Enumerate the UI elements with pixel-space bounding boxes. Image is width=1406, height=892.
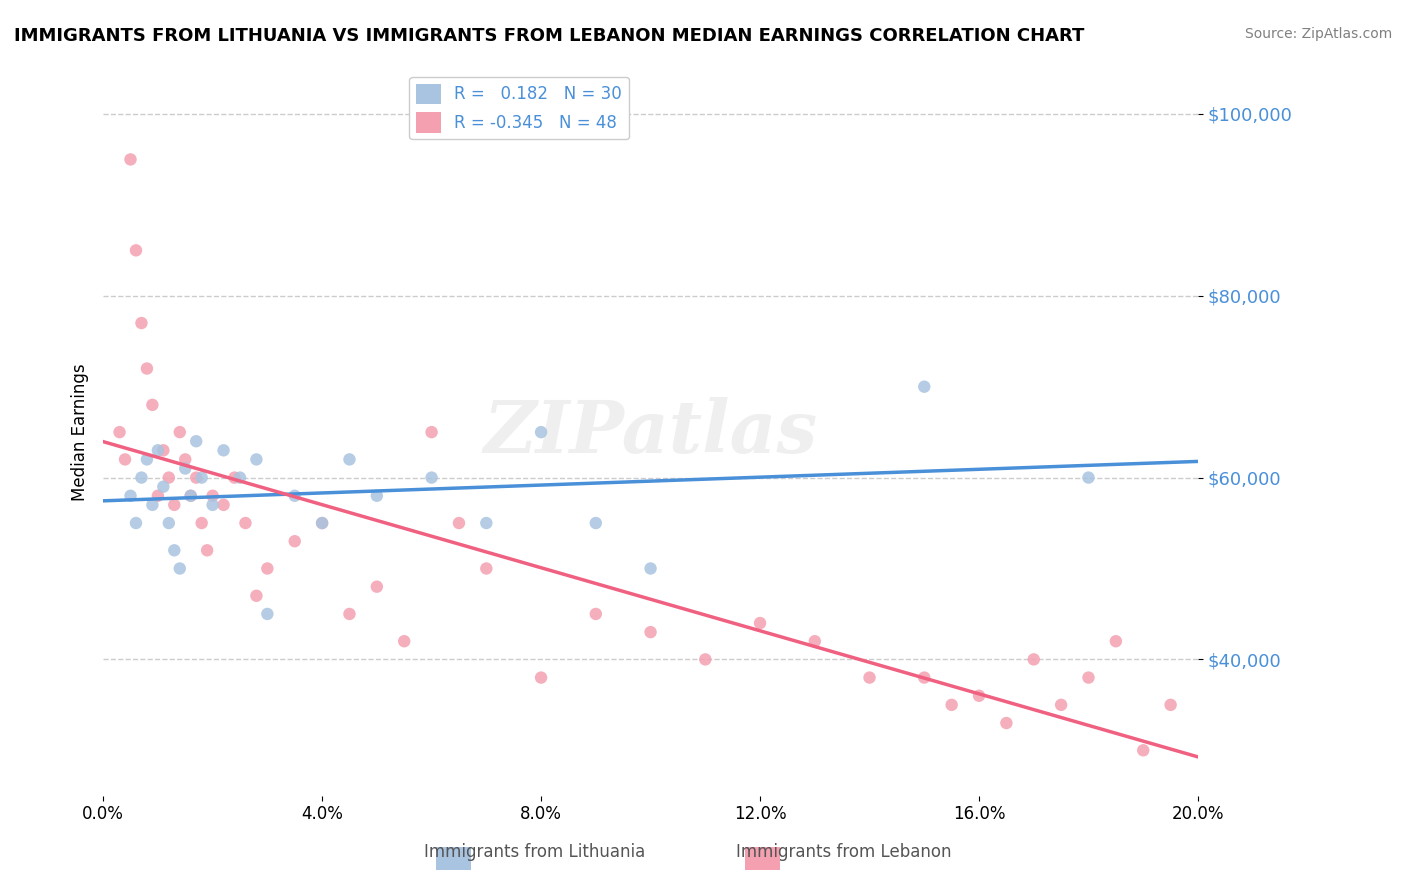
Text: Immigrants from Lithuania: Immigrants from Lithuania bbox=[423, 843, 645, 861]
Point bbox=[180, 489, 202, 503]
Point bbox=[131, 316, 153, 330]
Point bbox=[125, 516, 148, 530]
Point bbox=[640, 561, 662, 575]
Point bbox=[146, 443, 169, 458]
Point bbox=[1077, 671, 1099, 685]
Point bbox=[912, 380, 935, 394]
Text: IMMIGRANTS FROM LITHUANIA VS IMMIGRANTS FROM LEBANON MEDIAN EARNINGS CORRELATION: IMMIGRANTS FROM LITHUANIA VS IMMIGRANTS … bbox=[14, 27, 1084, 45]
Point bbox=[995, 716, 1018, 731]
Point bbox=[169, 425, 191, 439]
Point bbox=[120, 153, 142, 167]
Point bbox=[174, 461, 197, 475]
Point bbox=[640, 625, 662, 640]
Point bbox=[284, 534, 307, 549]
Point bbox=[311, 516, 333, 530]
Point bbox=[157, 470, 180, 484]
Point bbox=[114, 452, 136, 467]
Point bbox=[212, 498, 235, 512]
Legend: R =   0.182   N = 30, R = -0.345   N = 48: R = 0.182 N = 30, R = -0.345 N = 48 bbox=[409, 77, 628, 139]
Point bbox=[125, 244, 148, 258]
Point bbox=[163, 543, 186, 558]
Point bbox=[186, 434, 208, 449]
Point bbox=[152, 480, 174, 494]
Y-axis label: Median Earnings: Median Earnings bbox=[72, 363, 89, 501]
Point bbox=[1132, 743, 1154, 757]
Text: Source: ZipAtlas.com: Source: ZipAtlas.com bbox=[1244, 27, 1392, 41]
Point bbox=[585, 607, 607, 621]
Point bbox=[146, 489, 169, 503]
Point bbox=[530, 671, 553, 685]
Point bbox=[108, 425, 131, 439]
Point bbox=[141, 398, 163, 412]
Point bbox=[256, 607, 278, 621]
Point bbox=[941, 698, 963, 712]
Point bbox=[190, 516, 212, 530]
Point bbox=[420, 470, 443, 484]
Point bbox=[190, 470, 212, 484]
Point bbox=[135, 361, 157, 376]
Point bbox=[366, 580, 388, 594]
Point bbox=[749, 615, 772, 630]
Point bbox=[195, 543, 218, 558]
Point bbox=[152, 443, 174, 458]
Point bbox=[245, 589, 267, 603]
Point bbox=[284, 489, 307, 503]
Point bbox=[245, 452, 267, 467]
Point bbox=[475, 561, 498, 575]
Point bbox=[131, 470, 153, 484]
Point bbox=[585, 516, 607, 530]
Point bbox=[1022, 652, 1045, 666]
Point bbox=[169, 561, 191, 575]
Point bbox=[447, 516, 470, 530]
Text: Immigrants from Lebanon: Immigrants from Lebanon bbox=[735, 843, 952, 861]
Point bbox=[229, 470, 252, 484]
Point bbox=[695, 652, 717, 666]
Text: ZIPatlas: ZIPatlas bbox=[484, 397, 818, 467]
Point bbox=[180, 489, 202, 503]
Point bbox=[1160, 698, 1182, 712]
Point bbox=[174, 452, 197, 467]
Point bbox=[135, 452, 157, 467]
Point bbox=[141, 498, 163, 512]
Point bbox=[256, 561, 278, 575]
Point bbox=[420, 425, 443, 439]
Point bbox=[224, 470, 246, 484]
Point bbox=[967, 689, 990, 703]
Point bbox=[163, 498, 186, 512]
Point bbox=[366, 489, 388, 503]
Point bbox=[1077, 470, 1099, 484]
Point bbox=[530, 425, 553, 439]
Point bbox=[120, 489, 142, 503]
Point bbox=[1050, 698, 1073, 712]
Point bbox=[311, 516, 333, 530]
Point bbox=[475, 516, 498, 530]
Point bbox=[804, 634, 827, 648]
Point bbox=[235, 516, 257, 530]
Point bbox=[201, 498, 224, 512]
Point bbox=[339, 607, 361, 621]
Point bbox=[201, 489, 224, 503]
Point bbox=[339, 452, 361, 467]
Point bbox=[858, 671, 880, 685]
Point bbox=[912, 671, 935, 685]
Point bbox=[212, 443, 235, 458]
Point bbox=[157, 516, 180, 530]
Point bbox=[392, 634, 415, 648]
Point bbox=[186, 470, 208, 484]
Point bbox=[1105, 634, 1128, 648]
